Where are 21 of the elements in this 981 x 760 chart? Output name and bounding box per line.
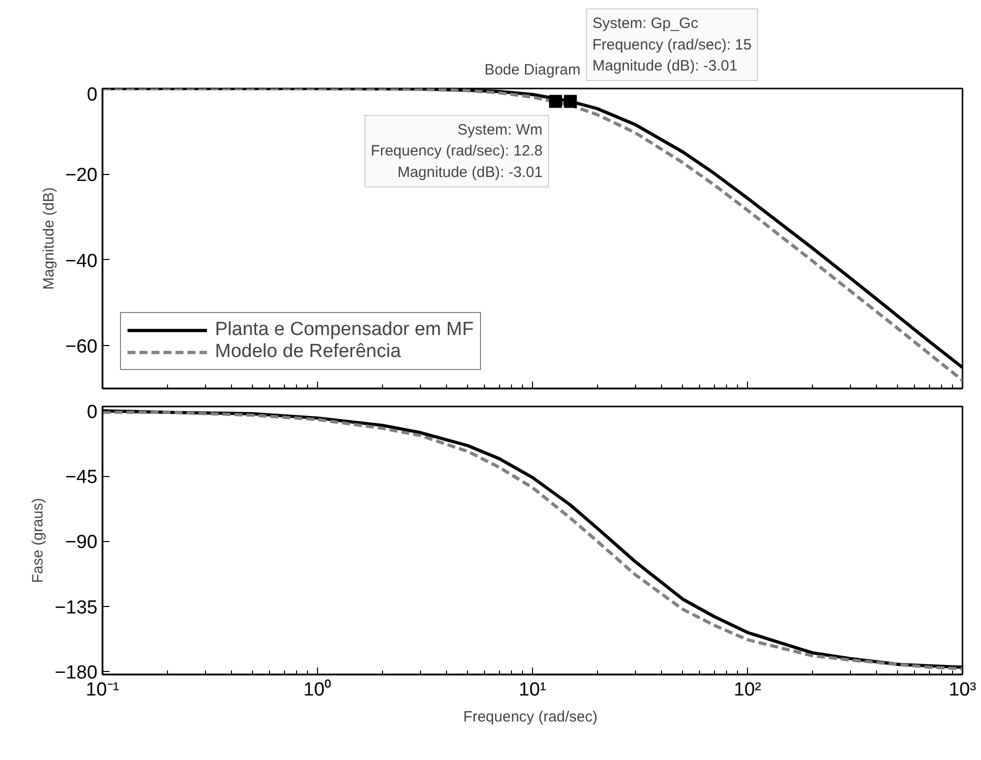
y-tick-label: 0 (86, 84, 98, 106)
legend-label: Planta e Compensador em MF (215, 319, 474, 341)
chart-title: Bode Diagram (484, 62, 580, 78)
y-axis-title: Magnitude (dB) (40, 187, 58, 290)
y-axis-title: Fase (graus) (30, 498, 47, 584)
y-tick-label: −20 (65, 165, 98, 186)
y-tick-label: −45 (65, 467, 98, 488)
x-tick-label: 10⁻¹ (86, 680, 120, 700)
x-axis-title: Frequency (rad/sec) (463, 708, 598, 726)
legend-label: Modelo de Referência (215, 341, 401, 363)
y-tick-label: −135 (54, 597, 98, 618)
annotation: System: Wm Frequency (rad/sec): 12.8 Magnitude (dB): -3.01 (370, 121, 543, 181)
x-tick-label: 10⁰ (303, 678, 332, 700)
annotation: System: Gp_Gc Frequency (rad/sec): 15 Magnitude (dB): -3.01 (592, 15, 752, 74)
y-tick-label: 0 (86, 402, 98, 423)
x-tick-label: 10¹ (518, 680, 546, 700)
y-tick-label: −90 (65, 532, 98, 554)
x-tick-label: 10² (734, 680, 762, 700)
y-tick-label: −40 (65, 250, 98, 272)
y-tick-label: −60 (65, 336, 98, 358)
x-tick-label: 10³ (948, 680, 976, 700)
